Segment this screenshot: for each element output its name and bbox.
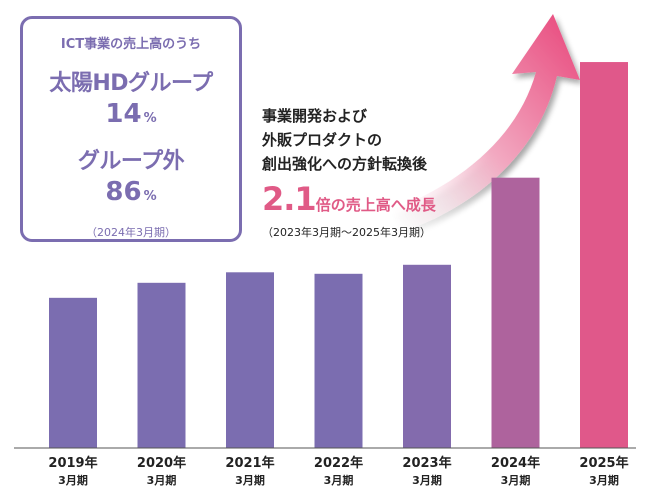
bar-0 — [49, 297, 97, 448]
headline: 事業開発および 外販プロダクトの 創出強化への方針転換後 — [262, 104, 427, 176]
x-tick-label-5-1: 3月期 — [501, 473, 531, 487]
external-label: グループ外 — [77, 149, 185, 174]
growth-arrow — [392, 14, 580, 232]
group-label: 太陽HDグループ — [49, 71, 213, 96]
headline-line-2: 外販プロダクトの — [262, 131, 383, 149]
bar-1 — [137, 282, 186, 448]
bar-4 — [403, 264, 451, 448]
x-tick-label-1-0: 2020年 — [137, 455, 186, 471]
share-box-note: （2024年3月期） — [86, 226, 176, 239]
x-tick-label-2-0: 2021年 — [225, 455, 274, 471]
x-tick-label-0-1: 3月期 — [58, 473, 88, 487]
x-tick-label-3-1: 3月期 — [324, 473, 354, 487]
bar-3 — [314, 273, 363, 448]
group-percentage: 14% — [105, 99, 157, 129]
x-tick-label-1-1: 3月期 — [147, 473, 177, 487]
revenue-share-box: ICT事業の売上高のうち 太陽HDグループ 14% グループ外 86% （202… — [20, 16, 242, 242]
growth-multiplier: 2.1 — [262, 180, 317, 218]
x-tick-label-3-0: 2022年 — [314, 455, 363, 471]
bar-5 — [491, 177, 540, 448]
share-box-title: ICT事業の売上高のうち — [60, 37, 202, 52]
headline-line-1: 事業開発および — [262, 107, 368, 125]
x-tick-label-5-0: 2024年 — [491, 455, 540, 471]
growth-text: 倍の売上高へ成長 — [315, 196, 436, 214]
x-tick-label-4-1: 3月期 — [412, 473, 442, 487]
x-tick-label-0-0: 2019年 — [48, 455, 97, 471]
bar-6 — [580, 62, 628, 448]
growth-callout: 2.1倍の売上高へ成長 — [262, 180, 436, 218]
x-tick-label-4-0: 2023年 — [402, 455, 451, 471]
x-tick-label-2-1: 3月期 — [235, 473, 265, 487]
x-tick-label-6-0: 2025年 — [579, 455, 628, 471]
headline-line-3: 創出強化への方針転換後 — [262, 155, 428, 173]
external-percentage: 86% — [105, 177, 157, 207]
x-tick-label-6-1: 3月期 — [589, 473, 619, 487]
growth-period: （2023年3月期〜2025年3月期） — [262, 226, 431, 239]
bar-2 — [226, 272, 274, 448]
